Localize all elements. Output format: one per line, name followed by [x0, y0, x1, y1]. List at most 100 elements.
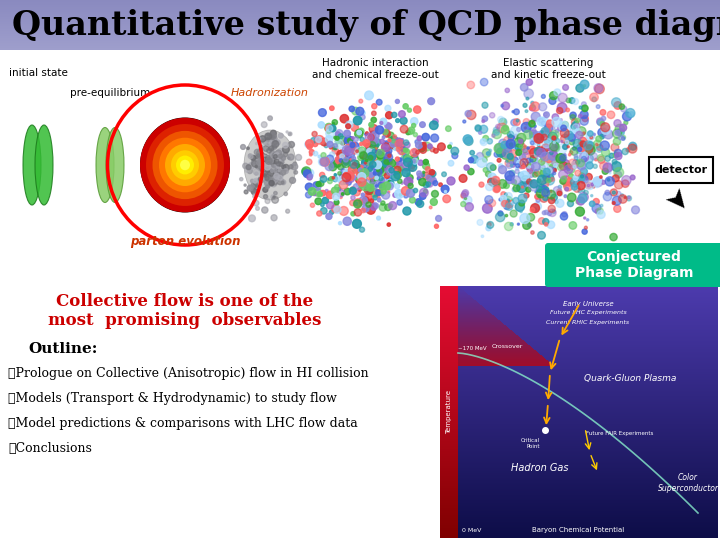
Circle shape	[269, 180, 274, 186]
Circle shape	[548, 132, 557, 141]
Circle shape	[595, 183, 599, 187]
Circle shape	[592, 185, 595, 188]
Text: Temperature: Temperature	[446, 390, 452, 434]
Circle shape	[504, 204, 510, 210]
Circle shape	[574, 154, 577, 158]
Bar	[440, 326, 458, 327]
Circle shape	[402, 187, 410, 195]
Bar	[440, 480, 458, 481]
Circle shape	[415, 141, 423, 149]
Circle shape	[598, 119, 604, 126]
Circle shape	[621, 176, 631, 185]
Bar	[440, 526, 458, 527]
Text: parton evolution: parton evolution	[130, 235, 240, 248]
Bar	[458, 362, 718, 363]
Circle shape	[321, 153, 326, 158]
Circle shape	[563, 85, 569, 90]
Circle shape	[580, 80, 589, 89]
Bar	[458, 420, 718, 421]
Circle shape	[354, 200, 361, 208]
Circle shape	[417, 136, 422, 140]
Circle shape	[381, 178, 385, 182]
Bar	[440, 419, 458, 420]
Bar	[440, 484, 458, 485]
Circle shape	[281, 180, 286, 185]
Circle shape	[275, 150, 282, 156]
Bar	[458, 504, 718, 505]
Circle shape	[311, 138, 316, 143]
Bar	[440, 512, 458, 513]
Circle shape	[368, 185, 373, 191]
Circle shape	[388, 139, 391, 142]
Bar	[458, 299, 718, 300]
Bar	[0, 19, 720, 20]
Circle shape	[612, 201, 615, 205]
Circle shape	[450, 143, 452, 145]
Circle shape	[492, 185, 500, 193]
Bar	[458, 353, 539, 354]
Bar	[440, 525, 458, 526]
Circle shape	[615, 152, 622, 159]
Bar	[458, 498, 718, 499]
Circle shape	[544, 137, 549, 143]
Bar	[458, 371, 718, 372]
Circle shape	[434, 224, 438, 228]
Bar	[458, 506, 718, 507]
Bar	[458, 304, 480, 305]
Circle shape	[400, 117, 407, 124]
Circle shape	[369, 161, 376, 168]
Circle shape	[346, 170, 349, 173]
Circle shape	[505, 176, 514, 184]
Circle shape	[544, 175, 554, 185]
Circle shape	[372, 104, 377, 109]
Bar	[458, 316, 718, 317]
Circle shape	[626, 109, 635, 118]
Bar	[440, 383, 458, 384]
Bar	[458, 485, 718, 486]
Circle shape	[392, 112, 397, 118]
Bar	[458, 316, 495, 317]
Circle shape	[552, 210, 556, 213]
Circle shape	[541, 153, 545, 156]
Circle shape	[462, 191, 468, 198]
Bar	[458, 474, 718, 475]
Circle shape	[554, 164, 557, 167]
Bar	[458, 511, 718, 512]
Circle shape	[613, 205, 621, 212]
Circle shape	[368, 134, 374, 140]
Circle shape	[592, 204, 601, 213]
Bar	[440, 310, 458, 311]
Circle shape	[363, 140, 370, 147]
Circle shape	[600, 134, 605, 139]
Bar	[458, 514, 718, 515]
Circle shape	[360, 114, 365, 120]
Circle shape	[536, 137, 541, 142]
Bar	[458, 468, 718, 469]
Circle shape	[274, 173, 279, 179]
Bar	[440, 490, 458, 491]
Circle shape	[268, 171, 274, 177]
Circle shape	[384, 123, 391, 129]
Circle shape	[284, 152, 288, 157]
Circle shape	[629, 142, 636, 150]
Circle shape	[390, 145, 394, 148]
Circle shape	[539, 103, 546, 111]
Circle shape	[369, 173, 378, 181]
Bar	[0, 9, 720, 10]
Circle shape	[421, 173, 425, 177]
Circle shape	[584, 217, 586, 219]
Bar	[458, 307, 718, 308]
Circle shape	[390, 141, 396, 147]
Circle shape	[486, 226, 491, 231]
Bar	[440, 359, 458, 360]
Circle shape	[387, 159, 396, 167]
Bar	[440, 357, 458, 358]
Circle shape	[597, 118, 603, 125]
Circle shape	[385, 154, 390, 159]
Bar	[440, 435, 458, 436]
Circle shape	[284, 168, 288, 174]
Circle shape	[497, 123, 507, 132]
Bar	[0, 36, 720, 37]
Circle shape	[318, 155, 321, 158]
Circle shape	[293, 162, 297, 165]
